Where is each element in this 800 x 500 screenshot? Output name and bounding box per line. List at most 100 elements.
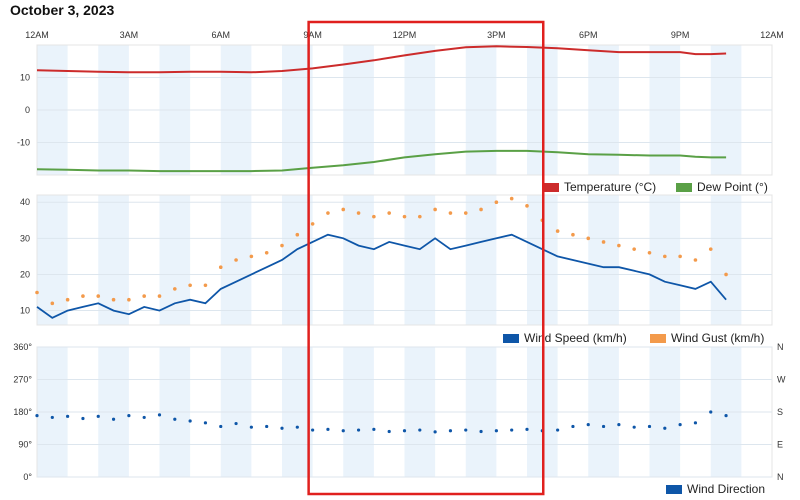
wind-gust-point [35,290,39,295]
y-tick-label: 360° [13,342,32,352]
wind-gust-point [372,214,376,219]
wind-direction-point [50,415,54,420]
compass-tick-label: N [777,342,784,352]
wind-gust-point [387,211,391,215]
time-tick-label: 9PM [671,30,690,40]
wind-gust-point [96,294,101,298]
legend-temperature-label: Temperature (°C) [564,180,656,194]
wind-direction-panel: 360° N 270° W 180° S 90° E 0° N [13,342,786,482]
time-tick-label: 6AM [211,30,230,40]
wind-gust-point [418,214,422,219]
wind-direction-point [525,427,529,431]
compass-tick-label: E [777,440,783,450]
compass-tick-label: W [777,375,786,385]
y-tick-label: 270° [13,375,32,385]
wind-gust-point [188,283,192,288]
wind-gust-point [173,287,177,291]
wind-gust-point [693,258,698,262]
wind-direction-point [494,429,498,433]
wind-gust-point [234,258,238,262]
panel-frame [36,194,773,326]
legend-temperature-swatch [543,183,559,192]
wind-direction-point [586,423,590,427]
wind-direction-point [81,416,85,421]
wind-gust-point [341,207,346,212]
wind-gust-point [65,297,70,302]
time-tick-label: 12AM [25,30,49,40]
wind-direction-point [219,424,223,429]
wind-gust-point [142,294,146,298]
y-tick-label: -10 [17,138,30,148]
wind-gust-point [448,211,453,215]
legends: Temperature (°C) Dew Point (°) Wind Speed … [503,180,768,496]
time-tick-label: 6PM [579,30,598,40]
wind-gust-point [586,236,591,241]
time-band [404,195,436,325]
wind-gust-point [632,247,636,251]
wind-gust-point [157,294,162,298]
compass-tick-label: S [777,407,783,417]
wind-direction-point [173,417,177,421]
y-tick-label: 180° [13,407,32,417]
wind-direction-point [510,428,514,432]
y-tick-label: 0 [25,105,30,115]
time-band [588,195,619,325]
wind-direction-point [356,428,361,432]
legend-wind-direction-swatch [666,485,682,494]
y-tick-label: 40 [20,197,30,207]
wind-gust-point [708,247,713,251]
wind-gust-point [663,254,667,259]
wind-gust-point [509,196,514,201]
wind-direction-point [311,428,315,432]
wind-speed-line [36,233,727,319]
wind-direction-point [265,424,269,429]
highlight-box [307,20,545,496]
wind-direction-point [678,423,682,427]
wind-direction-point [556,428,560,432]
temperature-panel: 10 0 -10 [17,45,772,173]
wind-direction-point [402,429,407,433]
legend-wind-gust-label: Wind Gust (km/h) [671,331,764,345]
time-tick-label: 12PM [393,30,417,40]
y-tick-label: 10 [20,73,30,83]
temperature-line [36,45,727,74]
wind-gust-point [479,207,483,212]
wind-gust-point [402,214,407,219]
wind-gust-point [81,294,85,298]
wind-direction-point [372,427,376,431]
time-band [159,195,191,325]
time-band [98,195,129,325]
wind-gust-point [617,243,621,248]
wind-gust-point [555,229,560,233]
wind-direction-point [387,429,391,434]
wind-gust-point [264,250,269,255]
wind-direction-point [142,415,146,420]
time-band [343,195,374,325]
y-tick-label: 90° [18,440,32,450]
chart-date-title: October 3, 2023 [10,2,115,18]
wind-direction-point [617,423,621,427]
y-tick-label: 0° [23,472,32,482]
wind-gust-point [203,283,208,288]
time-band [37,195,68,325]
wind-direction-point [724,414,728,418]
wind-gust-point [280,243,284,248]
wind-direction-point [693,421,698,425]
wind-direction-point [601,424,606,429]
wind-direction-point [66,414,70,418]
wind-direction-point [127,414,131,418]
wind-gust-point [678,254,682,259]
wind-direction-point [35,414,39,418]
wind-gust-point [571,232,575,237]
wind-gust-point [463,211,468,215]
wind-direction-point [341,429,345,433]
legend-dew-point-swatch [676,183,692,192]
wind-direction-point [418,428,422,432]
wind-direction-point [157,413,162,417]
wind-gust-point [601,240,606,244]
wind-direction-point [632,425,636,429]
time-band [710,195,742,325]
wind-gust-point [310,222,315,226]
time-band [465,195,497,325]
